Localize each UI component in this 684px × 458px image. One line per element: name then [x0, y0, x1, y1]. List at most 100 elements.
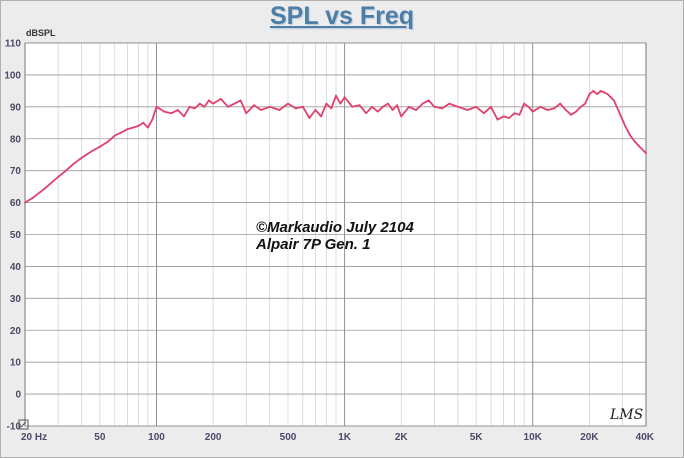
spl-data-point: [508, 117, 511, 119]
spl-data-point: [603, 91, 606, 94]
spl-data-point: [387, 102, 389, 105]
y-axis-label: dBSPL: [26, 28, 56, 38]
spl-data-point: [24, 201, 26, 204]
chart-title: SPL vs Freq: [269, 2, 415, 30]
y-tick-label: -10: [7, 422, 22, 433]
spl-data-point: [457, 105, 459, 108]
spl-data-point: [170, 112, 173, 115]
spl-data-point: [448, 102, 451, 105]
y-tick-label: 60: [10, 198, 22, 209]
spl-data-point: [126, 128, 129, 131]
spl-data-point: [613, 99, 615, 102]
y-tick-label: 10: [10, 358, 22, 369]
spl-data-point: [408, 105, 410, 108]
spl-data-point: [645, 152, 647, 155]
spl-data-point: [253, 104, 255, 107]
spl-data-point: [325, 102, 328, 105]
annotation-model: Alpair 7P Gen. 1: [255, 236, 371, 253]
x-tick-label: 200: [205, 432, 222, 443]
y-tick-label: 110: [5, 39, 22, 50]
spl-curve-points: [24, 90, 647, 204]
spl-data-point: [142, 121, 145, 124]
spl-data-point: [330, 107, 333, 110]
spl-data-point: [539, 105, 542, 108]
spl-data-point: [466, 109, 469, 111]
spl-data-point: [31, 196, 34, 199]
spl-data-point: [147, 126, 149, 129]
y-tick-label: 20: [10, 326, 22, 337]
x-tick-label: 40K: [636, 432, 655, 443]
spl-data-point: [638, 145, 641, 148]
spl-data-point: [382, 105, 384, 108]
x-tick-label: 50: [94, 432, 106, 443]
spl-data-point: [294, 107, 297, 110]
y-tick-label: 0: [15, 390, 21, 401]
spl-data-point: [490, 105, 492, 108]
spl-data-point: [421, 102, 424, 105]
spl-data-point: [302, 105, 304, 108]
spl-data-point: [106, 141, 109, 143]
spl-data-point: [65, 169, 67, 172]
spl-data-point: [523, 102, 525, 105]
spl-data-point: [553, 107, 556, 110]
spl-data-point: [194, 107, 196, 110]
y-tick-label: 40: [10, 262, 22, 273]
spl-data-point: [42, 188, 45, 191]
spl-data-point: [584, 102, 587, 105]
x-tick-label: 2K: [395, 432, 409, 443]
y-tick-labels: -10 0 10 20 30 40 50 60 70 80 90 100 110: [4, 39, 21, 433]
spl-data-point: [559, 102, 562, 105]
spl-data-point: [113, 134, 116, 137]
spl-data-point: [239, 99, 242, 102]
spl-data-point: [188, 105, 191, 108]
spl-data-point: [351, 105, 354, 108]
spl-data-point: [624, 125, 627, 127]
x-tick-label: 500: [280, 432, 297, 443]
spl-data-point: [163, 110, 166, 113]
corner-marker-icon: [18, 419, 29, 430]
spl-data-point: [496, 118, 499, 121]
spl-data-point: [513, 112, 516, 115]
grid-major: [25, 42, 646, 427]
x-tick-label: 20 Hz: [21, 432, 47, 443]
spl-data-point: [151, 118, 154, 121]
x-tick-label: 1K: [338, 432, 352, 443]
spl-data-point: [132, 126, 134, 129]
lms-logo: LMS: [609, 407, 643, 423]
spl-data-point: [531, 110, 534, 113]
spl-curve-line: [24, 90, 647, 204]
spl-data-point: [260, 109, 262, 111]
spl-data-point: [308, 117, 311, 119]
spl-data-point: [155, 105, 158, 108]
spl-data-point: [343, 96, 346, 99]
spl-data-point: [502, 115, 505, 118]
spl-data-point: [365, 112, 367, 115]
spl-data-point: [618, 112, 621, 115]
y-tick-label: 80: [10, 134, 22, 145]
x-tick-label: 20K: [580, 432, 599, 443]
spl-data-point: [396, 104, 398, 107]
spl-data-point: [177, 109, 179, 111]
spl-data-point: [570, 113, 572, 116]
x-tick-label: 10K: [524, 432, 543, 443]
spl-data-point: [339, 102, 342, 105]
x-tick-labels: 20 Hz 50 100 200 500 1K 2K 5K 10K 20K 40K: [21, 432, 655, 443]
spl-data-point: [220, 98, 222, 100]
spl-data-point: [57, 176, 59, 178]
spl-data-point: [99, 145, 101, 148]
x-tick-label: 100: [148, 432, 165, 443]
spl-data-point: [376, 110, 379, 113]
y-tick-label: 70: [10, 166, 22, 177]
y-tick-label: 100: [4, 70, 21, 81]
spl-data-point: [137, 125, 140, 127]
y-tick-label: 90: [10, 102, 22, 113]
spl-data-point: [596, 93, 599, 95]
annotation-copyright: ©Markaudio July 2104: [256, 219, 414, 236]
spl-data-point: [575, 110, 577, 113]
spl-data-point: [546, 109, 549, 111]
spl-data-point: [335, 94, 337, 97]
spl-data-point: [287, 102, 289, 105]
y-tick-label: 50: [10, 230, 22, 241]
spl-data-point: [314, 109, 317, 111]
